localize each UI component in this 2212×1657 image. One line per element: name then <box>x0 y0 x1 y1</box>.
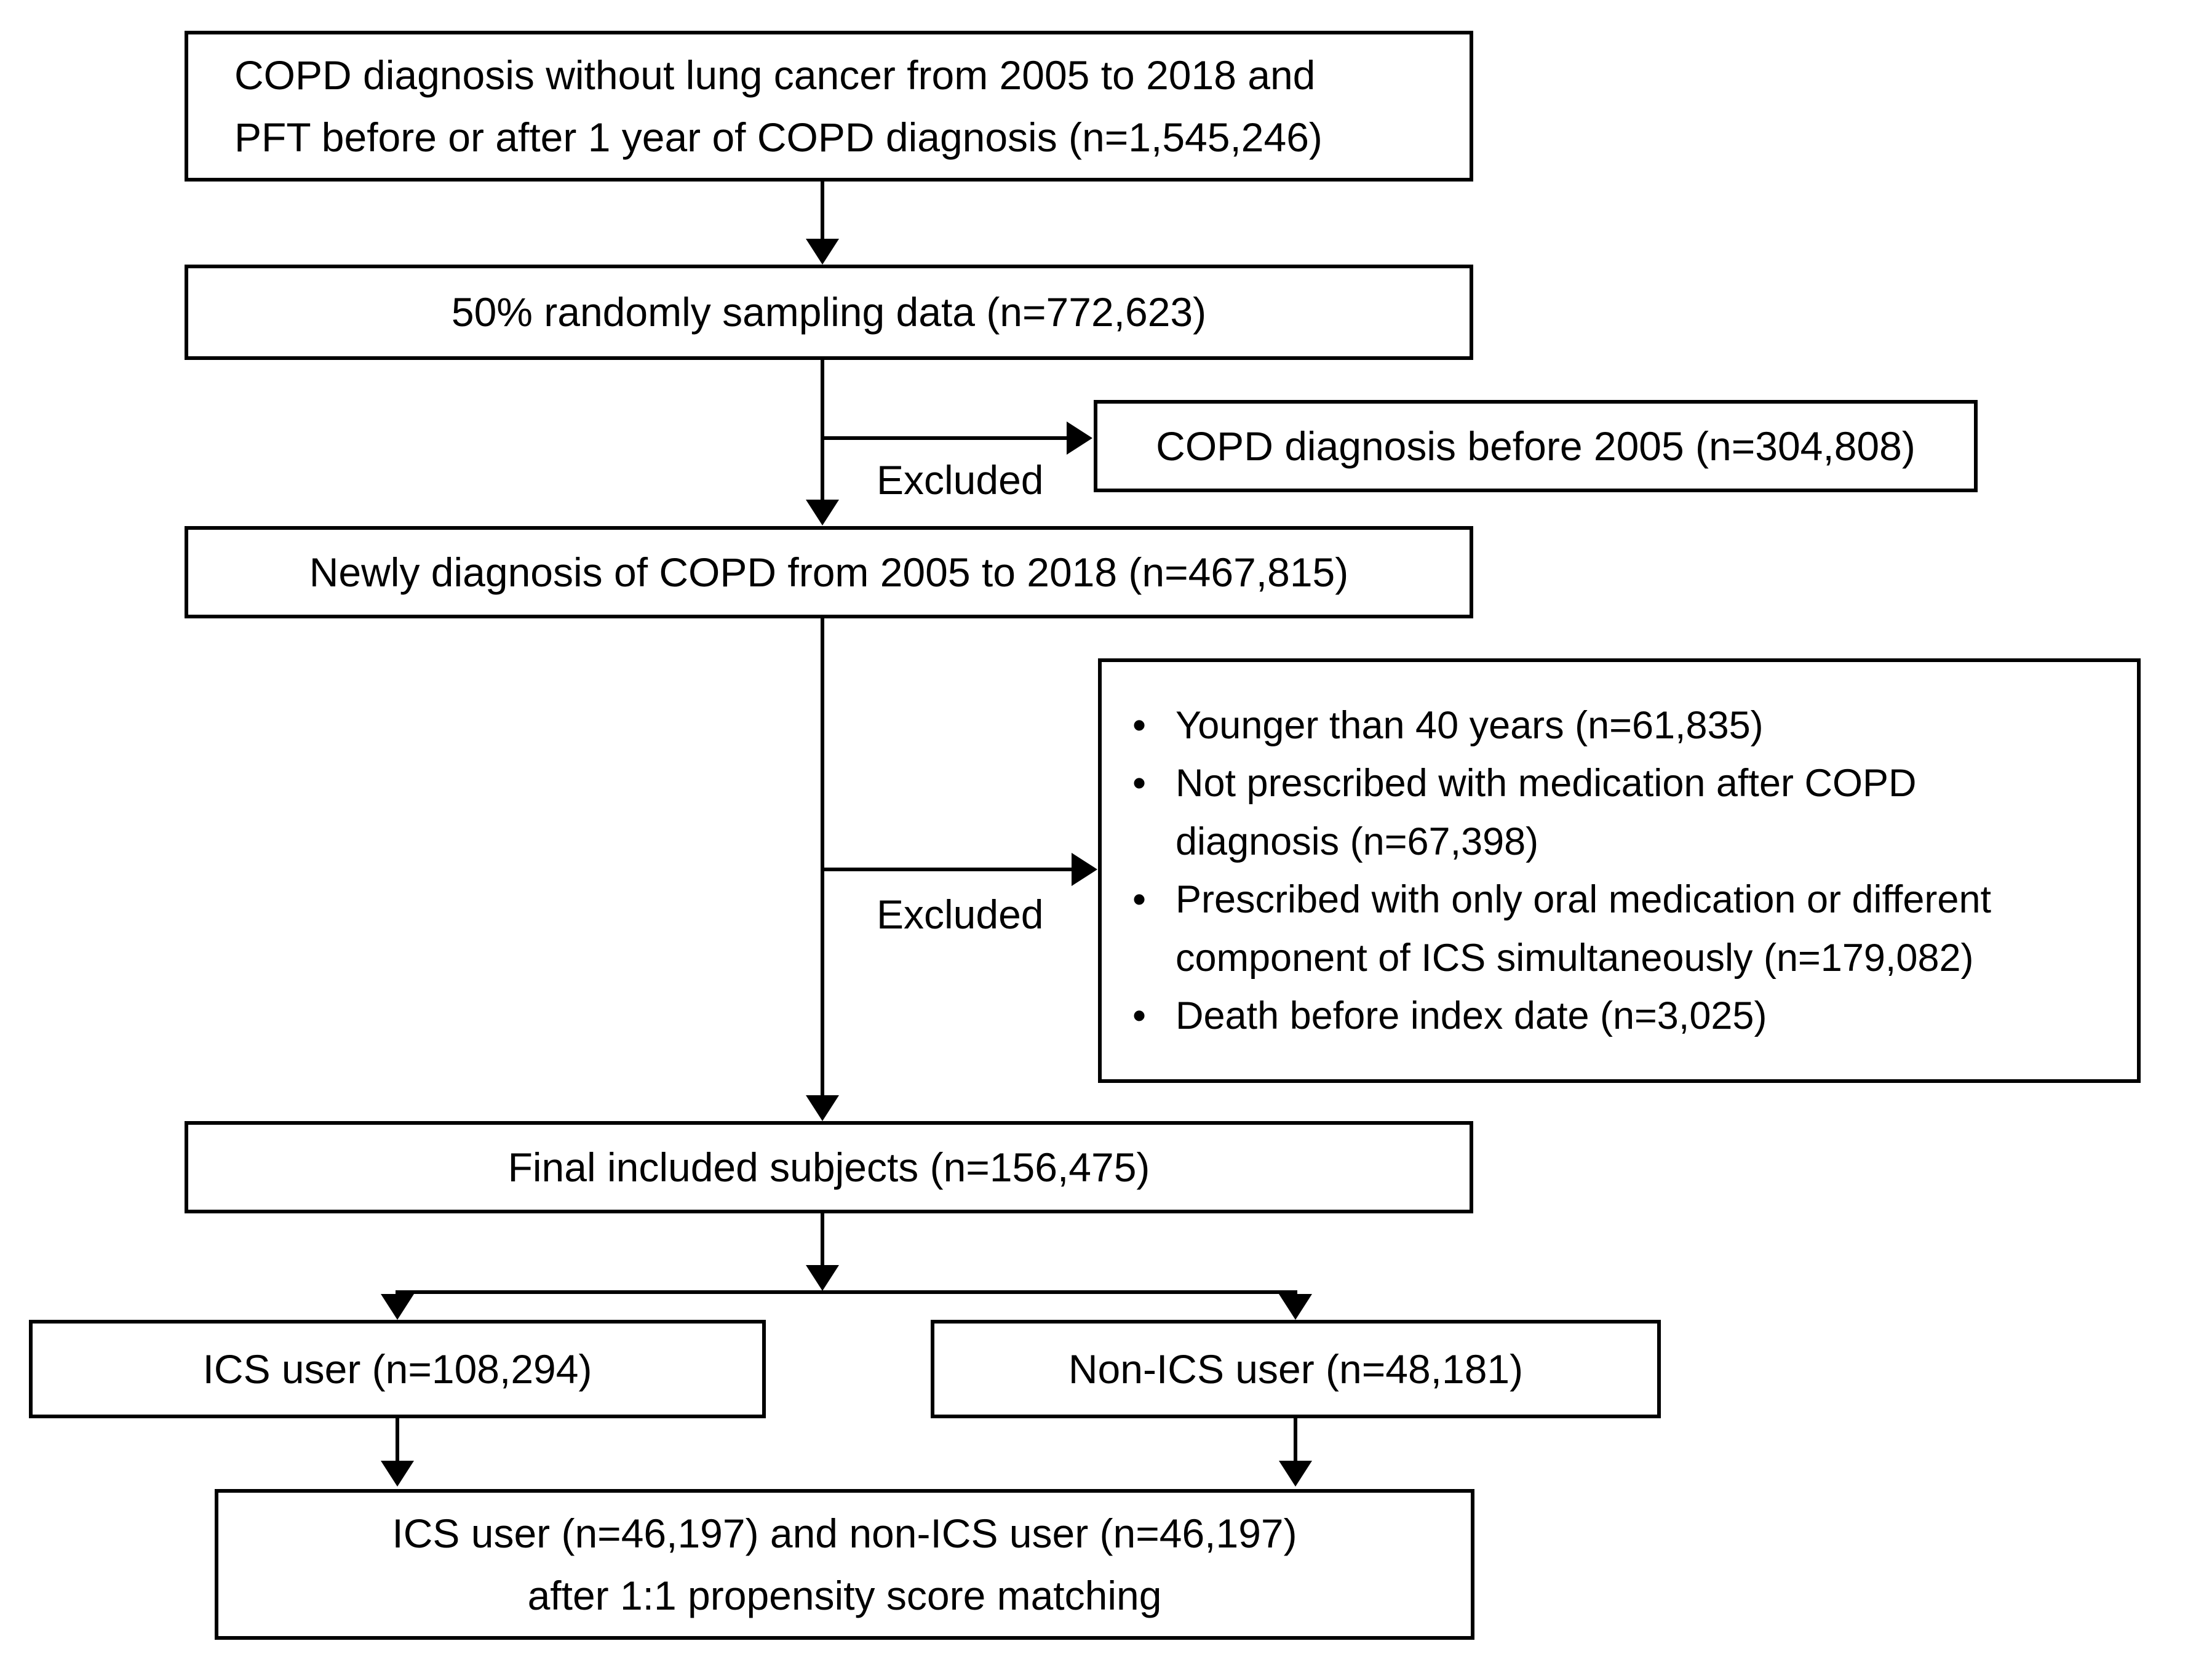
exclusion-line: component of ICS simultaneously (n=179,0… <box>1176 936 1974 980</box>
arrow-source-to-sampling-line <box>821 181 824 244</box>
arrowhead-down-icon <box>806 239 839 265</box>
exclusion-item: Not prescribed with medication after COP… <box>1132 754 2125 871</box>
excluded-label-2: Excluded <box>877 892 1044 937</box>
arrowhead-down-icon <box>806 500 839 525</box>
arrow-sampling-to-newly-line <box>821 359 824 503</box>
box-ics-user: ICS user (n=108,294) <box>29 1320 766 1418</box>
exclusion-list: Younger than 40 years (n=61,835) Not pre… <box>1102 697 2137 1045</box>
exclusion-line: Death before index date (n=3,025) <box>1176 994 1767 1037</box>
box-line: Final included subjects (n=156,475) <box>507 1144 1150 1190</box>
exclusion-line: Younger than 40 years (n=61,835) <box>1176 703 1764 747</box>
box-line: Newly diagnosis of COPD from 2005 to 201… <box>309 549 1349 595</box>
arrow-final-to-split-line <box>821 1212 824 1268</box>
exclusion-line: diagnosis (n=67,398) <box>1176 820 1539 863</box>
box-non-ics-user: Non-ICS user (n=48,181) <box>931 1320 1661 1418</box>
arrowhead-down-icon <box>381 1294 414 1320</box>
exclusion-line: Not prescribed with medication after COP… <box>1176 762 1917 805</box>
box-final-subjects: Final included subjects (n=156,475) <box>185 1121 1473 1213</box>
box-line: COPD diagnosis before 2005 (n=304,808) <box>1156 423 1916 469</box>
arrow-excluded-2-line <box>821 868 1073 871</box>
box-propensity-matched: ICS user (n=46,197) and non-ICS user (n=… <box>215 1489 1474 1640</box>
arrowhead-down-icon <box>1279 1294 1312 1320</box>
arrowhead-down-icon <box>806 1095 839 1121</box>
arrow-nonics-to-matched-line <box>1294 1417 1297 1463</box>
box-source-population: COPD diagnosis without lung cancer from … <box>185 31 1473 182</box>
split-line <box>396 1290 1297 1294</box>
exclusion-line: Prescribed with only oral medication or … <box>1176 878 1991 921</box>
arrowhead-down-icon <box>381 1461 414 1487</box>
excluded-label-1: Excluded <box>877 457 1044 503</box>
box-line: after 1:1 propensity score matching <box>527 1572 1162 1618</box>
exclusion-item: Prescribed with only oral medication or … <box>1132 871 2125 987</box>
box-line: COPD diagnosis without lung cancer from … <box>234 52 1316 98</box>
arrow-excluded-1-line <box>821 436 1068 440</box>
box-line: ICS user (n=46,197) and non-ICS user (n=… <box>392 1511 1297 1557</box>
box-random-sampling: 50% randomly sampling data (n=772,623) <box>185 265 1473 360</box>
box-line: PFT before or after 1 year of COPD diagn… <box>234 114 1323 160</box>
exclusion-item: Death before index date (n=3,025) <box>1132 987 2125 1045</box>
box-line: 50% randomly sampling data (n=772,623) <box>451 289 1207 335</box>
arrowhead-down-icon <box>806 1265 839 1291</box>
arrow-newly-to-final-line <box>821 617 824 1098</box>
arrowhead-down-icon <box>1279 1461 1312 1487</box>
exclusion-item: Younger than 40 years (n=61,835) <box>1132 697 2125 755</box>
box-excluded-before-2005: COPD diagnosis before 2005 (n=304,808) <box>1094 400 1978 492</box>
arrowhead-right-icon <box>1067 421 1092 455</box>
box-line: ICS user (n=108,294) <box>202 1346 592 1392</box>
box-exclusion-criteria: Younger than 40 years (n=61,835) Not pre… <box>1098 658 2141 1083</box>
arrow-ics-to-matched-line <box>396 1417 399 1463</box>
arrowhead-right-icon <box>1072 853 1097 886</box>
box-newly-diagnosed: Newly diagnosis of COPD from 2005 to 201… <box>185 526 1473 618</box>
box-line: Non-ICS user (n=48,181) <box>1068 1346 1524 1392</box>
